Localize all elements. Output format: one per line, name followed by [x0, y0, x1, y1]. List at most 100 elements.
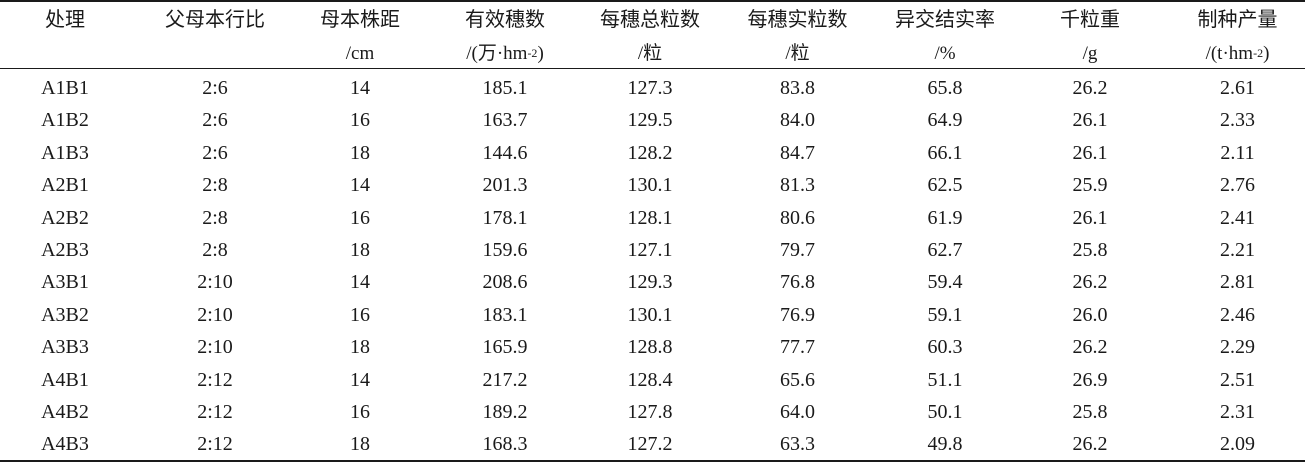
cell-row-ratio: 2:6 [202, 141, 228, 164]
cell-total-grains: 128.2 [627, 141, 673, 164]
table-row: A2B2 2:8 16 178.1 128.1 80.6 61.9 26.1 2.41 [0, 202, 1305, 234]
cell-thousand-grain-weight: 25.8 [1072, 401, 1108, 423]
cell-total-grains: 127.3 [627, 77, 673, 99]
cell-thousand-grain-weight: 26.2 [1072, 433, 1108, 456]
cell-treatment: A4B2 [41, 401, 89, 423]
cell-effective-panicles: 208.6 [482, 271, 528, 294]
header-plant-spacing: 母本株距 [320, 9, 400, 31]
cell-total-grains: 128.4 [627, 368, 673, 391]
cell-effective-panicles: 185.1 [482, 77, 528, 99]
cell-treatment: A1B3 [41, 141, 89, 164]
header-outcrossing-rate: 异交结实率 [895, 9, 995, 31]
table-header-rule [0, 68, 1305, 69]
cell-total-grains: 127.8 [627, 401, 673, 423]
cell-plant-spacing: 14 [350, 77, 370, 99]
cell-thousand-grain-weight: 26.1 [1072, 109, 1108, 132]
cell-seed-yield: 2.41 [1220, 206, 1255, 229]
cell-seed-yield: 2.76 [1220, 174, 1255, 197]
cell-seed-yield: 2.51 [1220, 368, 1255, 391]
cell-thousand-grain-weight: 26.2 [1072, 77, 1108, 99]
cell-filled-grains: 77.7 [780, 336, 815, 359]
unit-seed-yield: /(t·hm-2) [1205, 43, 1270, 64]
header-row-ratio: 父母本行比 [165, 9, 265, 31]
cell-thousand-grain-weight: 26.9 [1072, 368, 1108, 391]
cell-plant-spacing: 18 [350, 433, 370, 456]
cell-thousand-grain-weight: 25.8 [1072, 239, 1108, 261]
table-row: A4B3 2:12 18 168.3 127.2 63.3 49.8 26.2 2.09 [0, 428, 1305, 460]
cell-effective-panicles: 189.2 [482, 401, 528, 423]
cell-row-ratio: 2:10 [197, 303, 233, 326]
cell-effective-panicles: 201.3 [482, 174, 528, 197]
table-row: A1B3 2:6 18 144.6 128.2 84.7 66.1 26.1 2.11 [0, 137, 1305, 169]
unit-filled-grains: /粒 [785, 43, 810, 64]
header-seed-yield: 制种产量 [1197, 9, 1278, 31]
cell-treatment: A3B3 [41, 336, 89, 359]
table-row: A1B1 2:6 14 185.1 127.3 83.8 65.8 26.2 2.61 [0, 72, 1305, 104]
cell-filled-grains: 63.3 [780, 433, 815, 456]
table-row: A3B2 2:10 16 183.1 130.1 76.9 59.1 26.0 2.46 [0, 299, 1305, 331]
cell-plant-spacing: 16 [350, 401, 370, 423]
cell-total-grains: 130.1 [627, 174, 673, 197]
cell-seed-yield: 2.21 [1220, 239, 1255, 261]
cell-filled-grains: 76.8 [780, 271, 815, 294]
header-filled-grains: 每穗实粒数 [747, 9, 848, 31]
cell-plant-spacing: 14 [350, 271, 370, 294]
table-row: A3B3 2:10 18 165.9 128.8 77.7 60.3 26.2 2.29 [0, 331, 1305, 363]
cell-outcrossing-rate: 61.9 [927, 206, 963, 229]
cell-total-grains: 127.2 [627, 433, 673, 456]
cell-treatment: A4B3 [41, 433, 89, 456]
cell-thousand-grain-weight: 26.1 [1072, 141, 1108, 164]
cell-effective-panicles: 178.1 [482, 206, 528, 229]
table-bottom-rule [0, 460, 1305, 462]
header-total-grains: 每穗总粒数 [600, 9, 700, 31]
cell-outcrossing-rate: 62.7 [927, 239, 963, 261]
cell-treatment: A4B1 [41, 368, 89, 391]
cell-row-ratio: 2:8 [202, 206, 228, 229]
cell-total-grains: 129.5 [627, 109, 673, 132]
cell-treatment: A1B2 [41, 109, 89, 132]
cell-thousand-grain-weight: 26.2 [1072, 336, 1108, 359]
cell-filled-grains: 65.6 [780, 368, 815, 391]
cell-seed-yield: 2.29 [1220, 336, 1255, 359]
cell-plant-spacing: 16 [350, 206, 370, 229]
table-row: A2B1 2:8 14 201.3 130.1 81.3 62.5 25.9 2.76 [0, 169, 1305, 201]
cell-plant-spacing: 14 [350, 174, 370, 197]
cell-plant-spacing: 16 [350, 303, 370, 326]
unit-thousand-grain-weight: /g [1082, 43, 1098, 64]
header-effective-panicles: 有效穗数 [465, 9, 545, 31]
cell-outcrossing-rate: 62.5 [927, 174, 963, 197]
cell-plant-spacing: 16 [350, 109, 370, 132]
cell-treatment: A3B2 [41, 303, 89, 326]
cell-effective-panicles: 163.7 [482, 109, 528, 132]
cell-row-ratio: 2:8 [202, 239, 228, 261]
cell-total-grains: 127.1 [627, 239, 673, 261]
cell-total-grains: 128.8 [627, 336, 673, 359]
cell-outcrossing-rate: 51.1 [927, 368, 963, 391]
cell-thousand-grain-weight: 26.1 [1072, 206, 1108, 229]
cell-treatment: A3B1 [41, 271, 89, 294]
cell-outcrossing-rate: 50.1 [927, 401, 963, 423]
cell-effective-panicles: 144.6 [482, 141, 528, 164]
cell-thousand-grain-weight: 26.0 [1072, 303, 1108, 326]
header-thousand-grain-weight: 千粒重 [1060, 9, 1120, 31]
cell-total-grains: 128.1 [627, 206, 673, 229]
cell-filled-grains: 80.6 [780, 206, 815, 229]
table-row: A4B2 2:12 16 189.2 127.8 64.0 50.1 25.8 2.31 [0, 396, 1305, 428]
cell-outcrossing-rate: 65.8 [927, 77, 963, 99]
header-treatment: 处理 [45, 9, 85, 31]
cell-treatment: A2B1 [41, 174, 89, 197]
table-row: A2B3 2:8 18 159.6 127.1 79.7 62.7 25.8 2.21 [0, 234, 1305, 266]
cell-seed-yield: 2.81 [1220, 271, 1255, 294]
cell-filled-grains: 81.3 [780, 174, 815, 197]
cell-filled-grains: 84.0 [780, 109, 815, 132]
cell-outcrossing-rate: 59.1 [927, 303, 963, 326]
table-row: A4B1 2:12 14 217.2 128.4 65.6 51.1 26.9 2.51 [0, 364, 1305, 396]
cell-plant-spacing: 14 [350, 368, 370, 391]
cell-treatment: A2B3 [41, 239, 89, 261]
unit-total-grains: /粒 [637, 43, 663, 64]
cell-total-grains: 130.1 [627, 303, 673, 326]
cell-thousand-grain-weight: 25.9 [1072, 174, 1108, 197]
unit-effective-panicles: /(万·hm-2) [466, 43, 544, 64]
cell-row-ratio: 2:6 [202, 109, 228, 132]
cell-filled-grains: 79.7 [780, 239, 815, 261]
